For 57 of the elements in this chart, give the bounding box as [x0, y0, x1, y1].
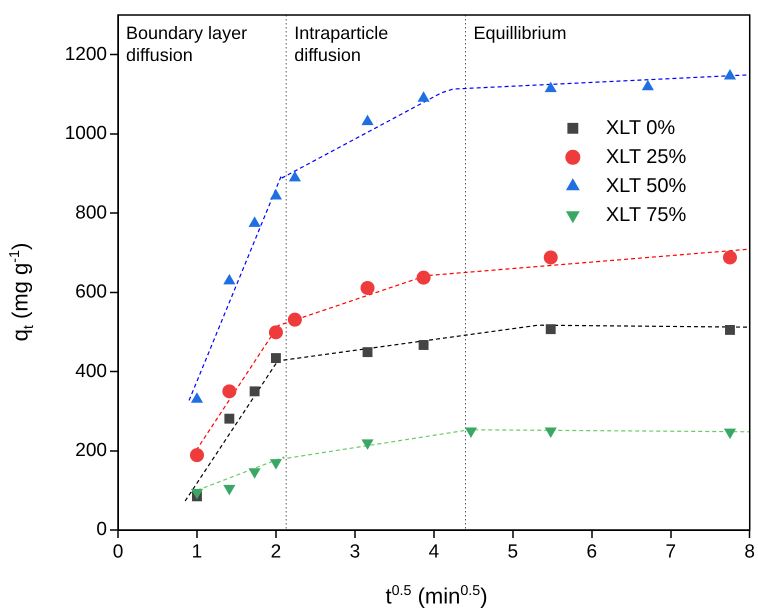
x-tick-label: 6: [586, 542, 598, 563]
x-tick-label: 3: [350, 542, 360, 563]
x-tick-label: 8: [744, 542, 756, 563]
legend-label: XLT 0%: [606, 116, 676, 139]
point: [224, 414, 234, 424]
point: [725, 324, 735, 335]
y-tick-label: 1200: [64, 44, 107, 65]
point: [288, 312, 302, 327]
point: [190, 448, 204, 462]
point: [544, 427, 557, 438]
point: [546, 324, 556, 334]
y-tick-label: 0: [96, 519, 107, 540]
annotation: Boundary layer diffusion: [126, 22, 248, 65]
point: [418, 91, 430, 102]
point: [642, 80, 654, 90]
x-tick-label: 5: [508, 542, 518, 563]
point: [190, 488, 204, 500]
point: [724, 428, 736, 440]
point: [270, 353, 281, 364]
point: [223, 274, 236, 284]
point: [222, 384, 236, 398]
point: [248, 216, 261, 227]
x-tick-label: 1: [192, 542, 202, 563]
legend-label: XLT 25%: [606, 146, 686, 168]
y-tick-label: 800: [75, 202, 107, 224]
point: [270, 459, 282, 470]
point: [418, 340, 429, 350]
line-series: [184, 324, 750, 502]
x-tick-label: 0: [112, 542, 124, 563]
legend-label: XLT 50%: [606, 174, 686, 197]
point: [361, 439, 374, 450]
point: [270, 189, 282, 200]
y-tick-label: 600: [75, 282, 107, 303]
legend-label: XLT 75%: [606, 204, 686, 226]
point: [223, 484, 236, 496]
x-tick-label: 4: [428, 542, 440, 563]
point: [361, 114, 374, 126]
annotation: Intraparticle diffusion: [294, 22, 388, 65]
point: [360, 280, 375, 295]
point: [248, 468, 261, 479]
point: [250, 386, 260, 396]
y-tick-label: 200: [75, 440, 107, 462]
y-tick-label: 1000: [64, 123, 107, 144]
point: [464, 427, 478, 438]
point: [724, 69, 736, 80]
x-tick-label: 7: [665, 542, 676, 563]
point: [268, 325, 283, 340]
y-tick-label: 400: [75, 360, 107, 382]
x-axis-title: t$^{0.5}$ (min$^{0.5}$): [384, 582, 489, 610]
point: [416, 270, 431, 285]
point: [722, 250, 737, 264]
point: [544, 82, 557, 92]
point: [544, 250, 558, 264]
x-tick-label: 2: [270, 542, 282, 563]
point: [362, 347, 372, 358]
point: [288, 170, 301, 182]
annotation: Equillibrium: [473, 22, 566, 43]
